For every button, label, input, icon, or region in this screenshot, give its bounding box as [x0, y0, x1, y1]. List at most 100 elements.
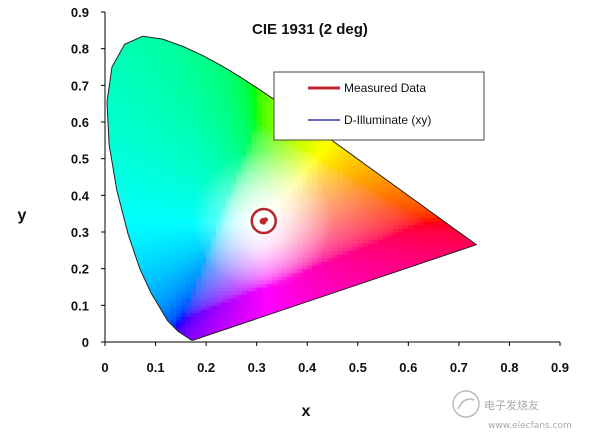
gamut-color-cell: [180, 166, 187, 171]
gamut-color-cell: [180, 96, 187, 101]
gamut-color-cell: [165, 224, 172, 229]
gamut-color-cell: [135, 125, 141, 130]
gamut-color-cell: [373, 30, 379, 34]
gamut-color-cell: [150, 63, 157, 68]
gamut-color-cell: [337, 45, 344, 50]
gamut-color-cell: [317, 331, 323, 336]
gamut-color-cell: [352, 206, 359, 211]
gamut-color-cell: [307, 283, 313, 288]
gamut-color-cell: [107, 316, 111, 321]
gamut-color-cell: [185, 59, 192, 64]
gamut-color-cell: [246, 125, 253, 130]
gamut-color-cell: [150, 320, 157, 325]
gamut-color-cell: [115, 147, 121, 152]
gamut-color-cell: [107, 129, 111, 134]
gamut-color-cell: [357, 290, 364, 295]
gamut-color-cell: [231, 140, 238, 145]
gamut-color-cell: [347, 290, 354, 295]
gamut-color-cell: [110, 184, 116, 189]
gamut-color-cell: [332, 166, 339, 171]
gamut-color-cell: [120, 70, 126, 75]
gamut-color-cell: [357, 151, 364, 156]
gamut-color-cell: [337, 239, 344, 244]
gamut-color-cell: [196, 166, 202, 171]
gamut-color-cell: [170, 81, 177, 86]
gamut-color-cell: [362, 235, 369, 240]
gamut-color-cell: [155, 85, 162, 90]
gamut-color-cell: [297, 320, 303, 325]
gamut-color-cell: [201, 56, 207, 61]
gamut-color-cell: [226, 36, 232, 39]
gamut-color-cell: [115, 327, 121, 332]
gamut-color-cell: [125, 290, 131, 295]
gamut-color-cell: [287, 283, 293, 288]
gamut-color-cell: [292, 290, 298, 295]
gamut-color-cell: [357, 206, 364, 211]
gamut-color-cell: [185, 151, 192, 156]
gamut-color-cell: [190, 191, 197, 196]
gamut-color-cell: [246, 133, 253, 138]
gamut-color-cell: [231, 111, 238, 116]
gamut-color-cell: [383, 254, 389, 259]
gamut-color-cell: [367, 199, 374, 204]
gamut-color-cell: [302, 162, 308, 167]
gamut-color-cell: [246, 103, 253, 108]
gamut-color-cell: [226, 59, 232, 64]
gamut-color-cell: [150, 155, 157, 160]
gamut-color-cell: [378, 268, 384, 273]
gamut-color-cell: [372, 217, 379, 222]
gamut-color-cell: [135, 144, 141, 149]
gamut-color-cell: [206, 70, 212, 75]
gamut-color-cell: [393, 173, 399, 178]
gamut-color-cell: [393, 305, 399, 310]
gamut-color-cell: [367, 169, 374, 174]
gamut-color-cell: [312, 41, 318, 46]
gamut-color-cell: [175, 81, 182, 86]
gamut-color-cell: [383, 316, 389, 321]
gamut-color-cell: [180, 232, 187, 237]
gamut-color-cell: [241, 67, 248, 72]
gamut-color-cell: [256, 48, 263, 53]
gamut-color-cell: [226, 309, 232, 314]
gamut-color-cell: [150, 147, 157, 152]
gamut-color-cell: [337, 158, 344, 163]
gamut-color-cell: [110, 235, 116, 240]
gamut-color-cell: [241, 70, 248, 75]
gamut-color-cell: [221, 290, 227, 295]
gamut-color-cell: [185, 213, 192, 218]
gamut-color-cell: [357, 52, 364, 57]
gamut-color-cell: [125, 133, 131, 138]
gamut-color-cell: [165, 246, 172, 251]
gamut-color-cell: [110, 100, 116, 105]
gamut-color-cell: [256, 37, 263, 42]
gamut-color-cell: [236, 89, 243, 94]
gamut-color-cell: [271, 327, 278, 332]
gamut-color-cell: [292, 283, 298, 288]
gamut-color-cell: [211, 301, 217, 306]
gamut-color-cell: [357, 169, 364, 174]
gamut-color-cell: [107, 151, 111, 156]
gamut-color-cell: [312, 166, 318, 171]
gamut-color-cell: [261, 312, 268, 317]
gamut-color-cell: [347, 191, 354, 196]
gamut-color-cell: [165, 301, 172, 306]
gamut-color-cell: [110, 276, 116, 281]
gamut-color-cell: [125, 257, 131, 262]
gamut-color-cell: [342, 151, 349, 156]
gamut-color-cell: [337, 52, 344, 57]
gamut-color-cell: [156, 30, 162, 34]
gamut-color-cell: [180, 312, 187, 317]
gamut-color-cell: [226, 133, 232, 138]
gamut-color-cell: [180, 136, 187, 141]
gamut-color-cell: [393, 169, 399, 174]
gamut-color-cell: [145, 81, 152, 86]
gamut-color-cell: [165, 210, 172, 215]
gamut-color-cell: [155, 122, 162, 127]
gamut-color-cell: [175, 52, 182, 57]
gamut-color-cell: [185, 320, 192, 325]
gamut-color-cell: [393, 162, 399, 167]
gamut-color-cell: [368, 27, 374, 31]
gamut-color-cell: [302, 147, 308, 152]
gamut-color-cell: [155, 188, 162, 193]
gamut-color-cell: [327, 235, 334, 240]
